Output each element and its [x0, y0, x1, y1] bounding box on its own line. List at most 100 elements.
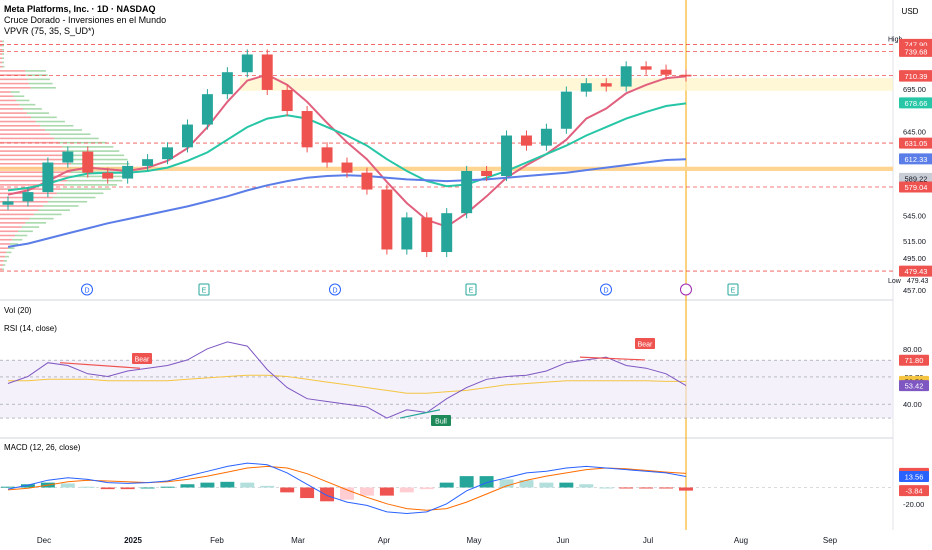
volume-profile-bar-down: [0, 65, 3, 68]
candle-body: [341, 162, 353, 173]
indicator-title-1: Cruce Dorado - Inversiones en el Mundo: [4, 15, 166, 25]
candle-body: [461, 170, 473, 214]
volume-profile-bar-down: [0, 209, 39, 211]
volume-profile-bar-down: [0, 158, 71, 161]
volume-profile-bar-down: [0, 82, 29, 85]
volume-profile-bar-down: [0, 234, 15, 237]
volume-profile-bar-up: [60, 188, 111, 190]
macd-badge: [899, 485, 929, 497]
volume-profile-bar-up: [2, 40, 4, 43]
price-badge: [899, 97, 932, 109]
high-label: High: [888, 36, 903, 43]
volume-profile-bar-down: [0, 112, 27, 114]
candlesticks: [2, 49, 692, 258]
dividend-marker: [600, 283, 612, 296]
macd-histogram-bar: [519, 480, 534, 488]
volume-profile-bar-up: [33, 213, 62, 216]
volume-profile-bar-up: [2, 268, 4, 271]
macd-histogram-bar: [439, 482, 454, 488]
volume-profile-bar-down: [0, 91, 11, 93]
rsi-tick-label: 80.00: [903, 345, 922, 354]
candle-body: [201, 94, 213, 125]
price-badge: [899, 181, 932, 193]
volume-profile-bar-up: [43, 205, 79, 207]
volume-profile-bar-down: [0, 124, 41, 127]
event-label: E: [202, 288, 207, 295]
bull-divergence: [399, 409, 441, 419]
volume-profile-bar-down: [0, 217, 30, 220]
volume-profile-bar-up: [6, 251, 12, 254]
price-axis: 747.90 695.00 645.00 612.33 545.00 515.00 495.…: [888, 36, 932, 295]
macd-histogram-bar: [220, 481, 235, 488]
price-tick-label: 457.00: [903, 286, 926, 295]
price-badge: [899, 153, 932, 165]
price-badge-label: 747.90: [905, 40, 928, 49]
candle-body: [361, 172, 373, 190]
volume-profile-bar-down: [0, 238, 13, 241]
volume-profile-bar-down: [0, 154, 69, 157]
macd-histogram-bar: [559, 482, 574, 488]
macd-histogram-bar: [60, 483, 75, 488]
candle-body: [600, 83, 612, 87]
macd-histogram-bar: [359, 487, 374, 496]
candle-body: [680, 74, 692, 77]
volume-profile-bar-up: [25, 70, 46, 72]
price-badge: [899, 70, 932, 82]
currency-label[interactable]: USD: [902, 7, 919, 16]
macd-histogram-bar: [479, 476, 494, 488]
rsi-signal-label: Bear: [638, 342, 653, 349]
macd-histogram-bar: [619, 487, 634, 489]
volume-profile-bar-up: [35, 120, 65, 123]
volume-profile-bar-up: [26, 74, 48, 76]
candle-body: [520, 135, 532, 146]
price-badge-label: 579.04: [905, 183, 928, 192]
volume-profile: [0, 40, 130, 271]
volume-profile-bar-up: [45, 129, 82, 131]
volume-profile-bar-down: [0, 171, 71, 174]
volume-profile-bar-down: [0, 141, 59, 144]
rsi-signal-badge: [635, 338, 655, 349]
macd-histogram-bar: [100, 487, 115, 490]
macd-histogram-bar: [539, 482, 554, 488]
volume-profile-bar-up: [64, 184, 118, 186]
volume-profile-bar-up: [18, 230, 33, 233]
rsi-tick-label: 40.00: [903, 400, 922, 409]
dividend-marker: [329, 283, 341, 296]
volume-profile-bar-down: [0, 255, 5, 258]
candle-body: [281, 89, 293, 112]
volume-profile-bar-down: [0, 146, 63, 148]
rsi-badge: [899, 380, 929, 392]
time-tick-label: Apr: [378, 536, 391, 545]
volume-profile-bar-down: [0, 251, 7, 254]
price-badge-label: 739.68: [905, 47, 928, 56]
time-tick-label: Sep: [823, 536, 838, 545]
volume-profile-bar-down: [0, 61, 3, 64]
macd-histogram-bar: [180, 484, 195, 488]
macd-histogram-bar: [280, 487, 295, 493]
candle-body: [441, 213, 453, 253]
price-badge-label: 678.66: [905, 99, 928, 108]
volume-profile-bar-up: [52, 196, 96, 199]
low-value: 479.43: [907, 278, 929, 285]
macd-histogram-bar: [639, 487, 654, 489]
sma-line-2: [7, 102, 687, 192]
volume-profile-bar-down: [0, 74, 27, 76]
volume-profile-bar-up: [47, 200, 88, 203]
volume-profile-bar-up: [7, 247, 15, 249]
volume-profile-bar-down: [0, 120, 36, 123]
time-tick-label: Aug: [734, 536, 748, 545]
price-badge: [899, 265, 932, 277]
price-badge: [899, 45, 932, 57]
rsi-label: RSI (14, close): [4, 324, 57, 333]
volume-profile-bar-up: [56, 192, 104, 195]
volume-profile-bar-down: [0, 133, 50, 136]
price-tick-label: 495.00: [903, 254, 926, 263]
macd-histogram-bar: [459, 476, 474, 488]
sma-line-1: [7, 73, 687, 228]
candle-body: [122, 165, 134, 179]
time-tick-label: Mar: [291, 536, 305, 545]
volume-profile-bar-up: [54, 137, 99, 140]
macd-histogram-bar: [659, 487, 674, 489]
macd-histogram-bar: [679, 487, 693, 491]
